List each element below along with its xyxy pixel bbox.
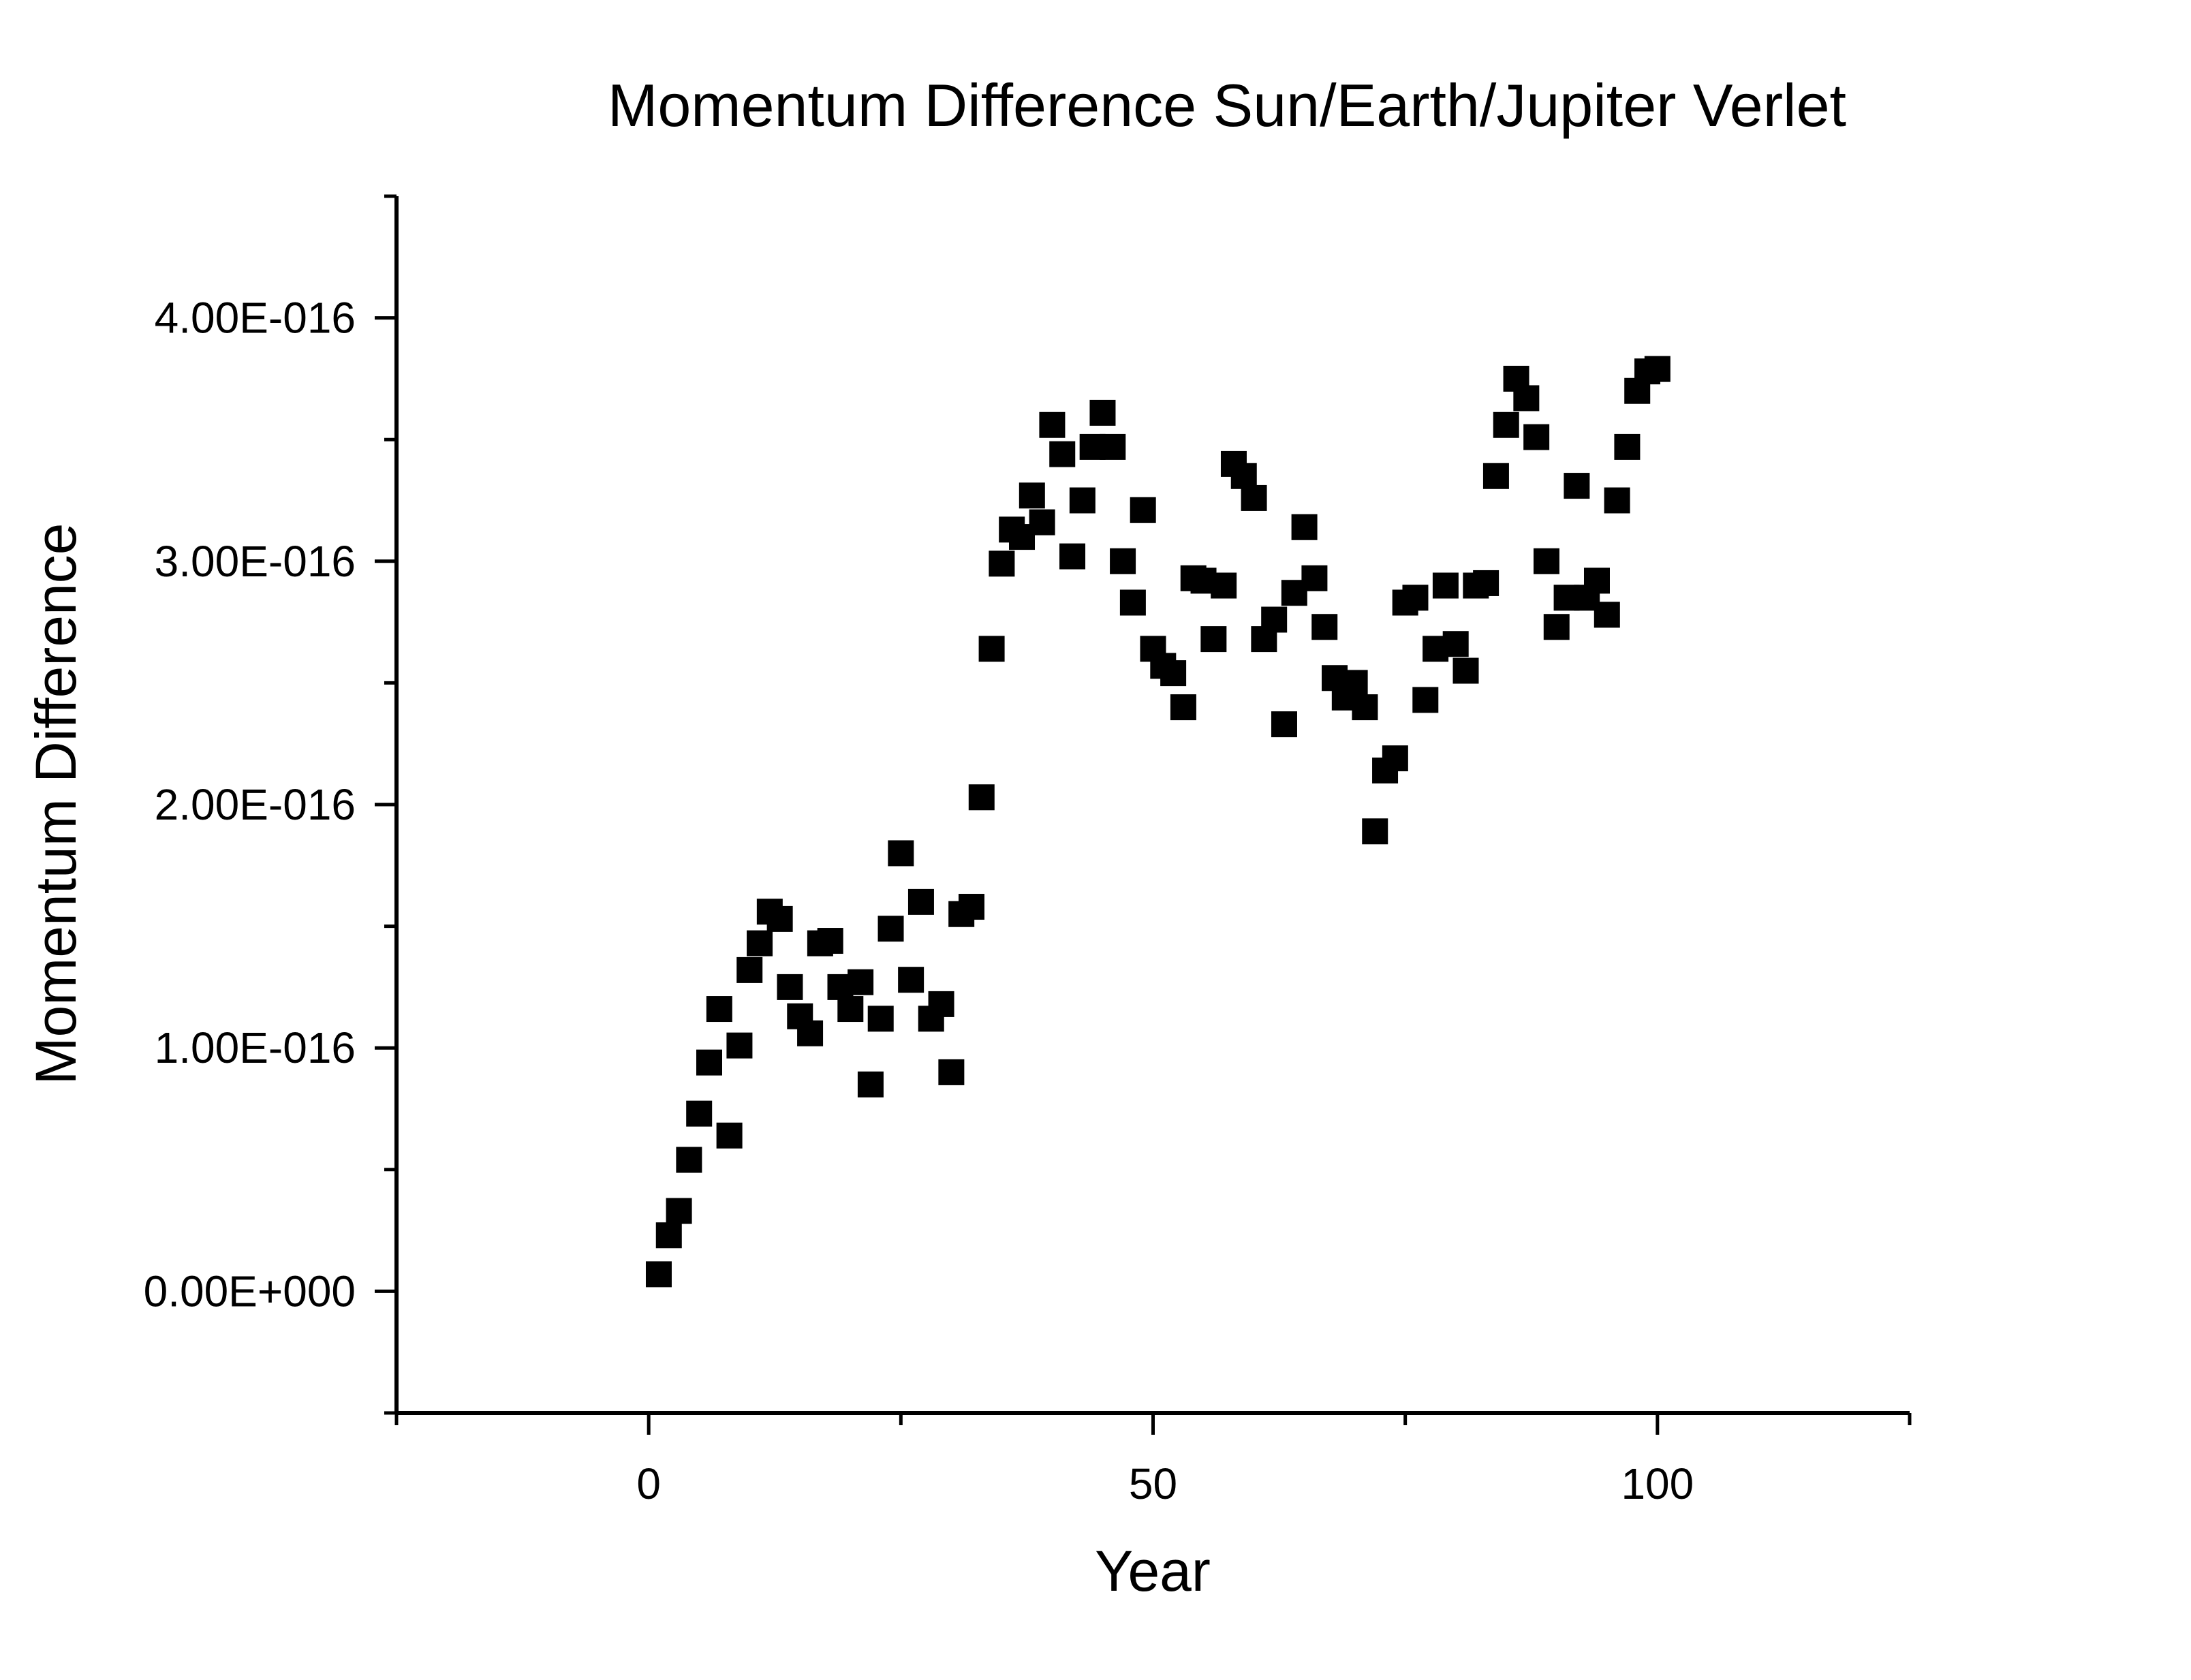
- y-tick-label: 1.00E-016: [155, 1023, 356, 1072]
- data-point: [1352, 694, 1378, 721]
- data-point: [1614, 433, 1641, 460]
- data-point: [837, 996, 864, 1023]
- data-point: [645, 1261, 672, 1288]
- data-points: [645, 356, 1671, 1288]
- data-point: [1039, 411, 1066, 438]
- data-point: [1533, 548, 1559, 574]
- data-point: [989, 550, 1015, 577]
- data-point: [1543, 614, 1570, 640]
- data-point: [1382, 745, 1408, 772]
- data-point: [1493, 411, 1519, 438]
- data-point: [666, 1198, 692, 1224]
- data-point: [1089, 399, 1116, 426]
- y-tick-label: 3.00E-016: [155, 537, 356, 586]
- data-point: [1513, 385, 1540, 411]
- data-point: [1200, 626, 1227, 653]
- data-point: [1523, 424, 1550, 450]
- data-point: [1211, 572, 1237, 599]
- data-point: [1049, 441, 1076, 467]
- data-point: [817, 928, 843, 954]
- data-point: [736, 956, 763, 983]
- data-point: [1482, 463, 1509, 489]
- data-point: [867, 1006, 894, 1032]
- data-point: [1261, 606, 1288, 633]
- data-point: [1644, 356, 1671, 382]
- data-point: [1564, 473, 1590, 499]
- chart-title: Momentum Difference Sun/Earth/Jupiter Ve…: [608, 72, 1846, 139]
- data-point: [696, 1049, 723, 1076]
- data-point: [1402, 585, 1429, 611]
- data-point: [958, 894, 984, 920]
- data-point: [1029, 509, 1055, 535]
- data-point: [686, 1100, 713, 1127]
- axes: [394, 196, 1910, 1415]
- data-point: [726, 1032, 753, 1059]
- data-point: [857, 1071, 884, 1098]
- data-point: [1019, 482, 1045, 509]
- data-point: [968, 784, 995, 811]
- y-axis-title: Momentum Difference: [24, 523, 88, 1085]
- data-point: [848, 969, 874, 995]
- data-point: [1583, 567, 1610, 594]
- data-point: [1594, 602, 1620, 628]
- data-point: [655, 1222, 682, 1249]
- data-point: [1069, 487, 1096, 514]
- data-point: [716, 1122, 743, 1149]
- y-tick-label: 0.00E+000: [144, 1266, 356, 1316]
- data-point: [1230, 463, 1257, 489]
- data-point: [907, 888, 934, 915]
- y-tick-label: 4.00E-016: [155, 294, 356, 343]
- data-point: [1362, 818, 1388, 845]
- data-point: [706, 996, 732, 1023]
- x-tick-label: 0: [636, 1459, 661, 1508]
- data-point: [676, 1147, 702, 1173]
- data-point: [938, 1059, 965, 1085]
- data-point: [1341, 670, 1368, 696]
- data-point: [1110, 548, 1136, 574]
- data-point: [1412, 687, 1439, 713]
- data-point: [1291, 514, 1318, 540]
- data-point: [1119, 589, 1146, 616]
- x-tick-label: 50: [1129, 1459, 1177, 1508]
- data-point: [1604, 487, 1630, 514]
- data-point: [1442, 631, 1469, 657]
- data-point: [978, 636, 1005, 662]
- data-point: [1452, 657, 1479, 684]
- data-point: [1059, 543, 1086, 570]
- data-point: [1130, 497, 1156, 523]
- y-tick-label: 2.00E-016: [155, 780, 356, 829]
- data-point: [1432, 572, 1459, 599]
- data-point: [747, 930, 773, 956]
- data-point: [1473, 570, 1499, 596]
- x-tick-label: 100: [1621, 1459, 1694, 1508]
- data-point: [1311, 614, 1338, 640]
- data-point: [1160, 660, 1187, 687]
- data-point: [898, 967, 924, 993]
- data-point: [1241, 484, 1267, 511]
- x-axis-ticks: 0 50 100: [394, 1413, 1912, 1508]
- data-point: [1100, 433, 1126, 460]
- data-point: [766, 905, 793, 932]
- data-point: [797, 1020, 824, 1046]
- data-point: [1301, 565, 1328, 591]
- y-axis-ticks: 0.00E+000 1.00E-016 2.00E-016 3.00E-016 4.00…: [144, 194, 397, 1415]
- x-axis-title: Year: [1095, 1539, 1211, 1603]
- data-point: [928, 991, 954, 1017]
- data-point: [1271, 711, 1297, 738]
- data-point: [1170, 694, 1196, 721]
- data-point: [777, 974, 803, 1000]
- data-point: [877, 916, 904, 942]
- data-point: [888, 840, 914, 867]
